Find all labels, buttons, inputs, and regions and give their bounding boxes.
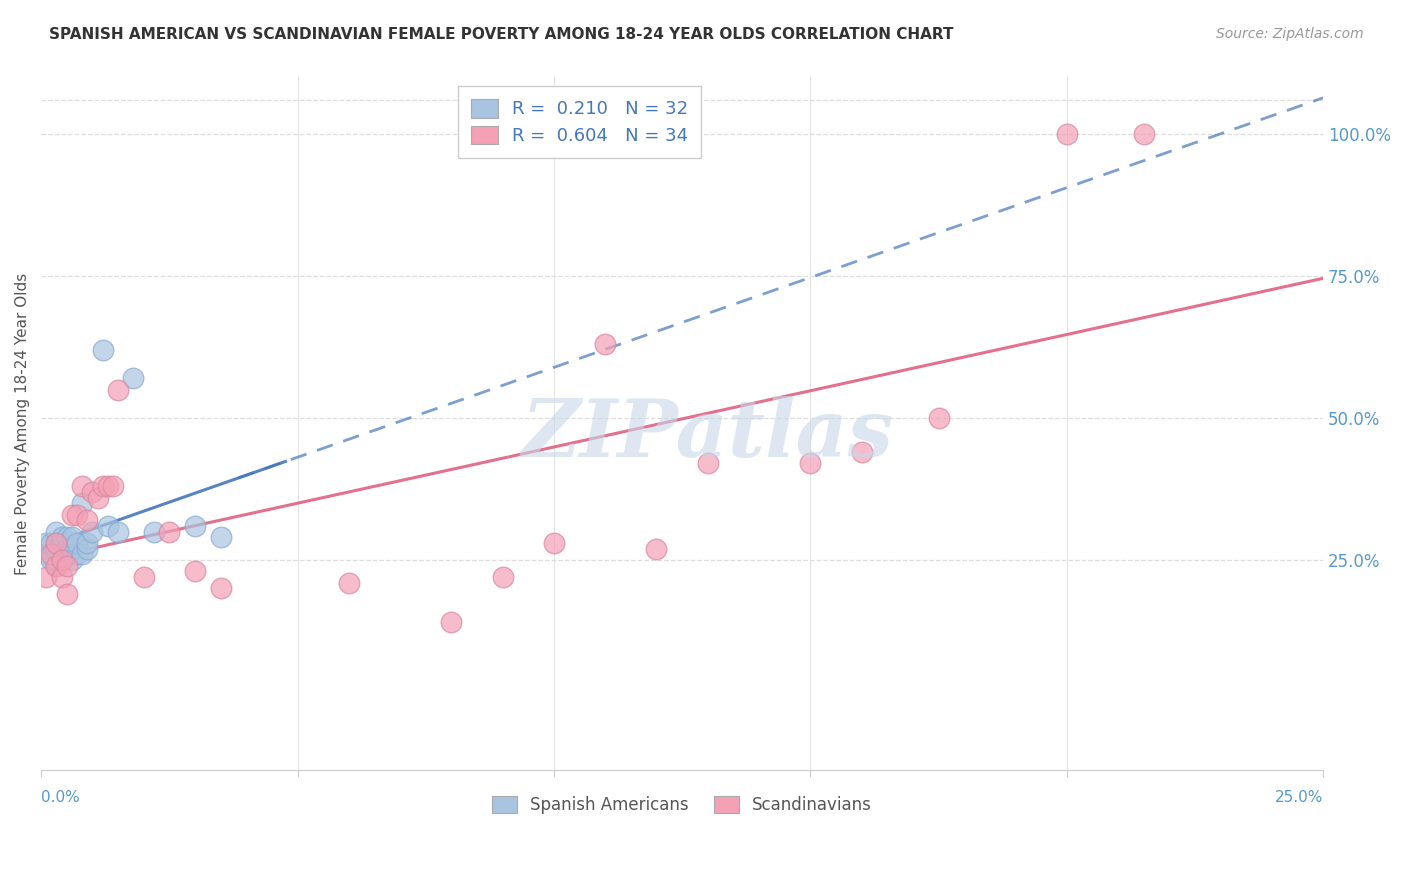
Text: ZIPatlas: ZIPatlas	[522, 396, 894, 474]
Point	[696, 457, 718, 471]
Point	[55, 558, 77, 573]
Point	[70, 496, 93, 510]
Point	[142, 524, 165, 539]
Point	[41, 547, 63, 561]
Point	[60, 553, 83, 567]
Point	[45, 541, 67, 556]
Point	[55, 541, 77, 556]
Point	[51, 530, 73, 544]
Point	[593, 337, 616, 351]
Point	[51, 553, 73, 567]
Point	[91, 343, 114, 357]
Point	[97, 479, 120, 493]
Point	[76, 513, 98, 527]
Point	[86, 491, 108, 505]
Point	[851, 445, 873, 459]
Point	[45, 536, 67, 550]
Point	[41, 553, 63, 567]
Point	[799, 457, 821, 471]
Point	[45, 536, 67, 550]
Point	[66, 547, 89, 561]
Point	[76, 536, 98, 550]
Point	[82, 484, 104, 499]
Point	[491, 570, 513, 584]
Point	[55, 587, 77, 601]
Point	[35, 547, 58, 561]
Point	[101, 479, 124, 493]
Point	[184, 564, 207, 578]
Point	[51, 570, 73, 584]
Point	[107, 383, 129, 397]
Point	[209, 582, 232, 596]
Point	[645, 541, 668, 556]
Point	[51, 553, 73, 567]
Point	[66, 536, 89, 550]
Point	[543, 536, 565, 550]
Point	[440, 615, 463, 630]
Point	[35, 570, 58, 584]
Point	[60, 508, 83, 522]
Point	[51, 541, 73, 556]
Point	[122, 371, 145, 385]
Point	[91, 479, 114, 493]
Point	[337, 575, 360, 590]
Point	[184, 519, 207, 533]
Point	[1132, 127, 1154, 141]
Text: 25.0%: 25.0%	[1275, 790, 1323, 805]
Point	[45, 558, 67, 573]
Point	[45, 524, 67, 539]
Point	[82, 524, 104, 539]
Point	[55, 547, 77, 561]
Point	[76, 541, 98, 556]
Point	[157, 524, 180, 539]
Point	[41, 536, 63, 550]
Text: SPANISH AMERICAN VS SCANDINAVIAN FEMALE POVERTY AMONG 18-24 YEAR OLDS CORRELATIO: SPANISH AMERICAN VS SCANDINAVIAN FEMALE …	[49, 27, 953, 42]
Point	[209, 530, 232, 544]
Point	[928, 411, 950, 425]
Legend: Spanish Americans, Scandinavians: Spanish Americans, Scandinavians	[482, 786, 882, 824]
Y-axis label: Female Poverty Among 18-24 Year Olds: Female Poverty Among 18-24 Year Olds	[15, 273, 30, 574]
Point	[60, 541, 83, 556]
Point	[51, 536, 73, 550]
Text: 0.0%: 0.0%	[41, 790, 80, 805]
Point	[35, 536, 58, 550]
Point	[132, 570, 155, 584]
Point	[97, 519, 120, 533]
Point	[55, 530, 77, 544]
Point	[70, 479, 93, 493]
Point	[60, 530, 83, 544]
Point	[70, 547, 93, 561]
Point	[1056, 127, 1078, 141]
Point	[45, 558, 67, 573]
Point	[107, 524, 129, 539]
Text: Source: ZipAtlas.com: Source: ZipAtlas.com	[1216, 27, 1364, 41]
Point	[66, 508, 89, 522]
